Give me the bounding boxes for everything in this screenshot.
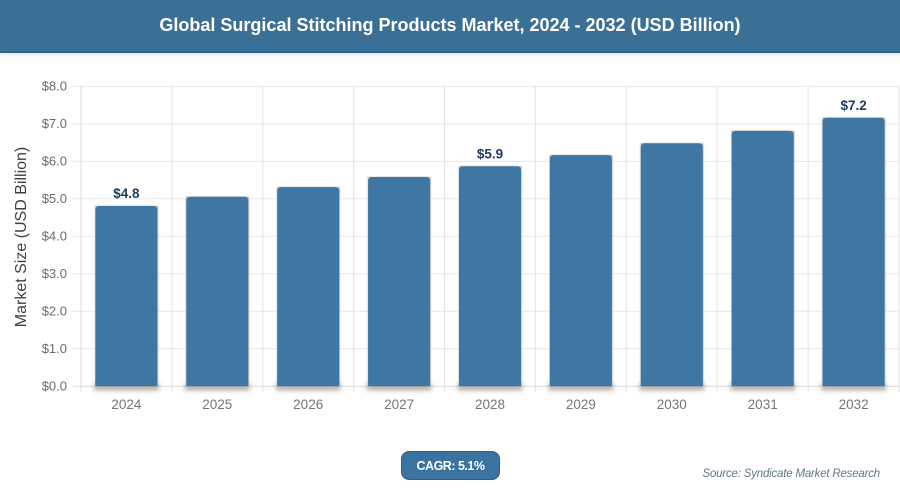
svg-text:2024: 2024 <box>111 397 142 412</box>
svg-text:$6.0: $6.0 <box>42 154 67 169</box>
svg-text:2027: 2027 <box>384 397 414 412</box>
svg-text:$0.0: $0.0 <box>42 379 67 394</box>
svg-text:$5.9: $5.9 <box>477 146 503 161</box>
svg-text:2031: 2031 <box>748 397 778 412</box>
svg-text:2026: 2026 <box>293 397 323 412</box>
svg-text:$5.0: $5.0 <box>42 191 67 206</box>
svg-text:$7.0: $7.0 <box>42 116 67 131</box>
svg-text:$4.8: $4.8 <box>113 186 140 201</box>
svg-text:$1.0: $1.0 <box>42 341 67 356</box>
svg-text:$2.0: $2.0 <box>42 304 67 319</box>
svg-text:Market Size (USD Billion): Market Size (USD Billion) <box>13 147 30 327</box>
svg-text:$8.0: $8.0 <box>42 79 67 94</box>
svg-text:2025: 2025 <box>202 397 232 412</box>
svg-text:2028: 2028 <box>475 397 505 412</box>
svg-text:2029: 2029 <box>566 397 596 412</box>
svg-text:$7.2: $7.2 <box>840 98 866 113</box>
svg-text:2030: 2030 <box>657 397 687 412</box>
svg-text:$4.0: $4.0 <box>42 229 67 244</box>
svg-text:$3.0: $3.0 <box>42 266 67 281</box>
svg-text:2032: 2032 <box>839 397 869 412</box>
